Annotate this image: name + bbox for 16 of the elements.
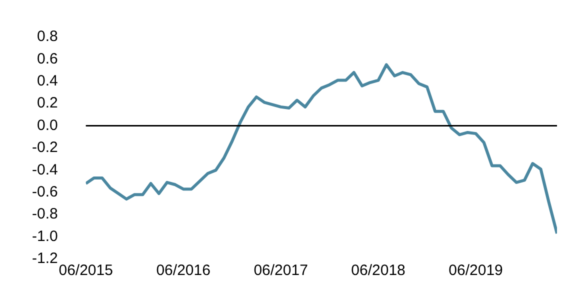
y-tick-label: 0.6: [36, 50, 58, 68]
x-tick-label: 06/2018: [351, 262, 406, 280]
y-tick-label: -0.2: [32, 139, 58, 156]
y-tick-label: 0.0: [36, 116, 58, 134]
y-tick-label: -0.8: [32, 206, 58, 223]
y-tick-label: -1.2: [32, 250, 58, 268]
x-tick-label: 06/2017: [254, 262, 308, 280]
x-tick-label: 06/2015: [58, 262, 113, 280]
y-tick-label: 0.2: [36, 94, 58, 112]
y-tick-label: -0.6: [32, 184, 58, 201]
x-tick-label: 06/2016: [156, 262, 210, 280]
y-tick-label: 0.8: [36, 28, 58, 46]
x-tick-label: 06/2019: [448, 262, 503, 280]
y-tick-label: -1.0: [32, 228, 58, 245]
y-tick-label: 0.4: [36, 72, 58, 90]
y-tick-label: -0.4: [32, 161, 58, 178]
